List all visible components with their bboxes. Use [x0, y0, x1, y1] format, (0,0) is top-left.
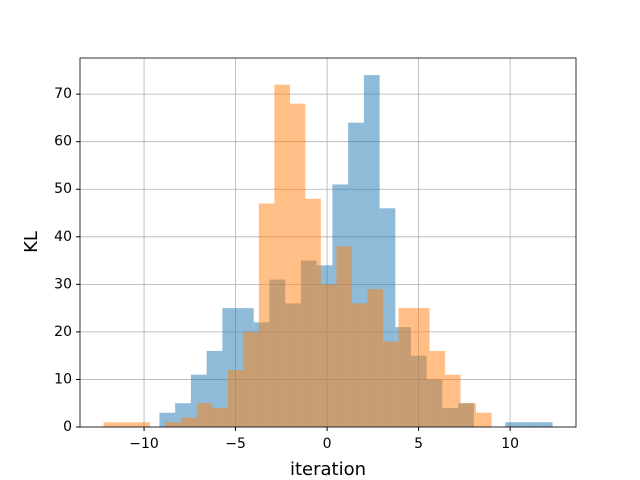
- histogram-bar: [521, 422, 537, 427]
- histogram-bar: [103, 422, 120, 427]
- histogram-bar: [258, 203, 275, 427]
- histogram-bar: [460, 403, 477, 427]
- histogram-bar: [196, 403, 213, 427]
- x-tick-label: 0: [323, 436, 332, 452]
- histogram-bar: [414, 308, 430, 427]
- x-tick-label: −5: [225, 436, 246, 452]
- y-tick-label: 0: [63, 419, 72, 435]
- histogram-bar: [181, 417, 197, 427]
- y-tick-label: 70: [54, 86, 72, 102]
- histogram-bar: [134, 422, 151, 427]
- histogram-bar: [305, 198, 321, 427]
- y-tick-label: 50: [54, 181, 72, 197]
- histogram-bar: [398, 308, 415, 427]
- histogram-bar: [536, 422, 553, 427]
- histogram-bar: [320, 284, 337, 427]
- x-tick-label: 10: [501, 436, 519, 452]
- histogram-bar: [382, 341, 399, 427]
- histogram-bar: [227, 369, 244, 427]
- histogram-bar: [274, 84, 290, 427]
- x-axis-label: iteration: [290, 459, 366, 480]
- y-tick-label: 40: [54, 229, 72, 245]
- histogram-bar: [336, 246, 352, 427]
- histogram-bar: [212, 407, 228, 427]
- histogram-bar: [165, 422, 182, 427]
- y-tick-label: 60: [54, 134, 72, 150]
- x-tick-label: −10: [129, 436, 159, 452]
- histogram-bar: [351, 303, 368, 427]
- histogram-bar: [119, 422, 135, 427]
- histogram-bar: [367, 289, 383, 427]
- y-tick-label: 20: [54, 324, 72, 340]
- histogram-bar: [445, 374, 461, 427]
- y-axis-label: KL: [21, 231, 42, 253]
- histogram-bar: [476, 412, 492, 427]
- histogram-bar: [505, 422, 522, 427]
- x-tick-label: 5: [414, 436, 423, 452]
- histogram-bar: [289, 103, 306, 428]
- y-tick-label: 30: [54, 276, 72, 292]
- histogram-bar: [429, 350, 446, 427]
- y-tick-label: 10: [54, 371, 72, 387]
- plot-frame: [79, 57, 577, 428]
- histogram-bar: [243, 331, 259, 427]
